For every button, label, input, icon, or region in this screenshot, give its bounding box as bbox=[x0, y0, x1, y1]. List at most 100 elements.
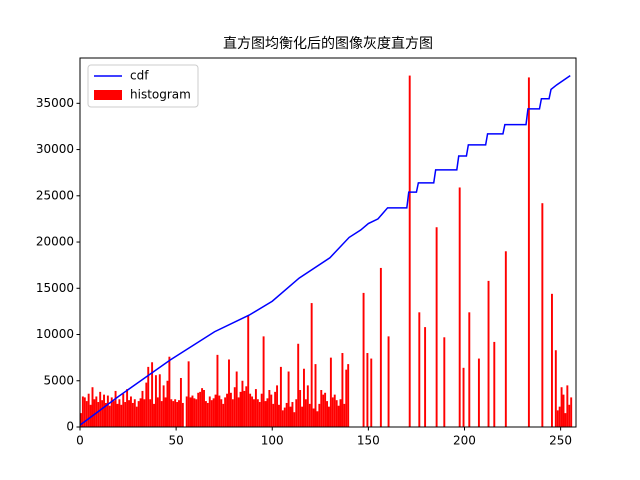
histogram-bar bbox=[285, 402, 288, 427]
histogram-bar bbox=[462, 367, 465, 427]
histogram-bar bbox=[266, 398, 269, 427]
histogram-bar bbox=[204, 401, 207, 427]
histogram-bar bbox=[112, 401, 115, 427]
histogram-bar bbox=[304, 399, 307, 427]
histogram-bar bbox=[237, 397, 240, 427]
histogram-bar bbox=[89, 404, 92, 427]
histogram-bar bbox=[97, 402, 100, 427]
histogram-bar bbox=[341, 353, 344, 427]
histogram-bar bbox=[233, 387, 236, 427]
histogram-bar bbox=[254, 389, 257, 427]
y-tick-label: 15000 bbox=[36, 281, 74, 295]
histogram-bar bbox=[137, 401, 140, 427]
histogram-bar bbox=[126, 389, 129, 427]
histogram-bar bbox=[310, 303, 313, 427]
histogram-bar bbox=[424, 327, 427, 427]
histogram-bar bbox=[174, 399, 177, 427]
histogram-bar bbox=[504, 251, 507, 427]
histogram-bar bbox=[301, 406, 304, 427]
histogram-bar bbox=[160, 401, 163, 427]
histogram-bar bbox=[387, 336, 390, 427]
histogram-bar bbox=[145, 382, 148, 427]
histogram-bar bbox=[251, 396, 254, 427]
histogram-bar bbox=[201, 388, 204, 427]
histogram-bar bbox=[487, 280, 490, 427]
histogram-bar bbox=[220, 399, 223, 427]
histogram-bar bbox=[326, 401, 328, 427]
x-tick-label: 0 bbox=[76, 434, 84, 448]
histogram-bar bbox=[154, 375, 157, 427]
histogram-bar bbox=[568, 404, 571, 427]
histogram-bar bbox=[303, 368, 305, 427]
histogram-bar bbox=[335, 400, 338, 427]
histogram-bar bbox=[566, 385, 569, 427]
histogram-bar bbox=[339, 399, 342, 427]
histogram-bar bbox=[264, 401, 267, 427]
y-tick-label: 30000 bbox=[36, 142, 74, 156]
histogram-bar bbox=[103, 394, 105, 427]
histogram-bar bbox=[564, 413, 567, 427]
histogram-bar bbox=[316, 411, 319, 427]
histogram-bar bbox=[551, 293, 553, 427]
histogram-bar bbox=[253, 399, 255, 427]
histogram-bar bbox=[91, 387, 94, 427]
histogram-bar bbox=[156, 397, 159, 427]
histogram-bar bbox=[131, 402, 134, 427]
histogram-bar bbox=[333, 394, 336, 427]
histogram-bar bbox=[560, 387, 563, 427]
histogram-bar bbox=[85, 401, 88, 427]
histogram-bar bbox=[199, 391, 202, 427]
histogram-bar bbox=[274, 391, 277, 427]
histogram-bar bbox=[306, 385, 309, 427]
histogram-bar bbox=[133, 399, 136, 427]
histogram-bar bbox=[210, 400, 213, 427]
x-tick-label: 150 bbox=[357, 434, 380, 448]
histogram-bar bbox=[320, 390, 323, 427]
histogram-bar bbox=[570, 397, 573, 427]
histogram-bar bbox=[293, 412, 296, 427]
histogram-bar bbox=[231, 399, 234, 427]
histogram-bar bbox=[214, 394, 217, 427]
histogram-bar bbox=[295, 399, 298, 427]
histogram-bar bbox=[279, 366, 282, 427]
histogram-bar bbox=[189, 397, 192, 427]
legend-label: cdf bbox=[130, 69, 149, 83]
histogram-bar bbox=[245, 386, 248, 427]
histogram-bar bbox=[287, 371, 290, 427]
histogram-bar bbox=[408, 75, 411, 428]
cdf-line bbox=[79, 74, 571, 426]
histogram-bar bbox=[203, 390, 205, 427]
histogram-bar bbox=[283, 407, 286, 427]
histogram-bar bbox=[312, 408, 315, 427]
histogram-bar bbox=[158, 374, 161, 427]
histogram-bar bbox=[556, 410, 559, 427]
histogram-bar bbox=[87, 393, 90, 427]
y-tick-label: 25000 bbox=[36, 188, 74, 202]
histogram-bar bbox=[468, 312, 471, 427]
histogram-bar bbox=[229, 392, 232, 427]
histogram-bar bbox=[477, 358, 480, 427]
histogram-bar bbox=[106, 395, 109, 427]
histogram-bar bbox=[222, 403, 225, 427]
histogram-bar bbox=[193, 398, 196, 427]
histogram-bar bbox=[260, 393, 263, 427]
histogram-bar bbox=[164, 397, 167, 427]
histogram-bar bbox=[176, 402, 179, 427]
histogram-bar bbox=[558, 406, 561, 427]
histogram-bar bbox=[243, 390, 246, 427]
histogram-bar bbox=[181, 402, 184, 427]
histogram-bar bbox=[108, 405, 111, 427]
histogram-bar bbox=[139, 398, 142, 427]
histogram-bar bbox=[289, 406, 292, 427]
histogram-bar bbox=[241, 380, 244, 427]
histogram-bar bbox=[256, 399, 259, 427]
histogram-bar bbox=[129, 396, 132, 427]
histogram-bar bbox=[116, 403, 119, 427]
histogram-bar bbox=[328, 406, 330, 427]
histogram-bar bbox=[366, 353, 369, 427]
histogram-bar bbox=[178, 400, 180, 427]
histogram-bar bbox=[147, 366, 150, 427]
histogram-bar bbox=[324, 392, 327, 427]
histogram-bar bbox=[308, 403, 311, 427]
